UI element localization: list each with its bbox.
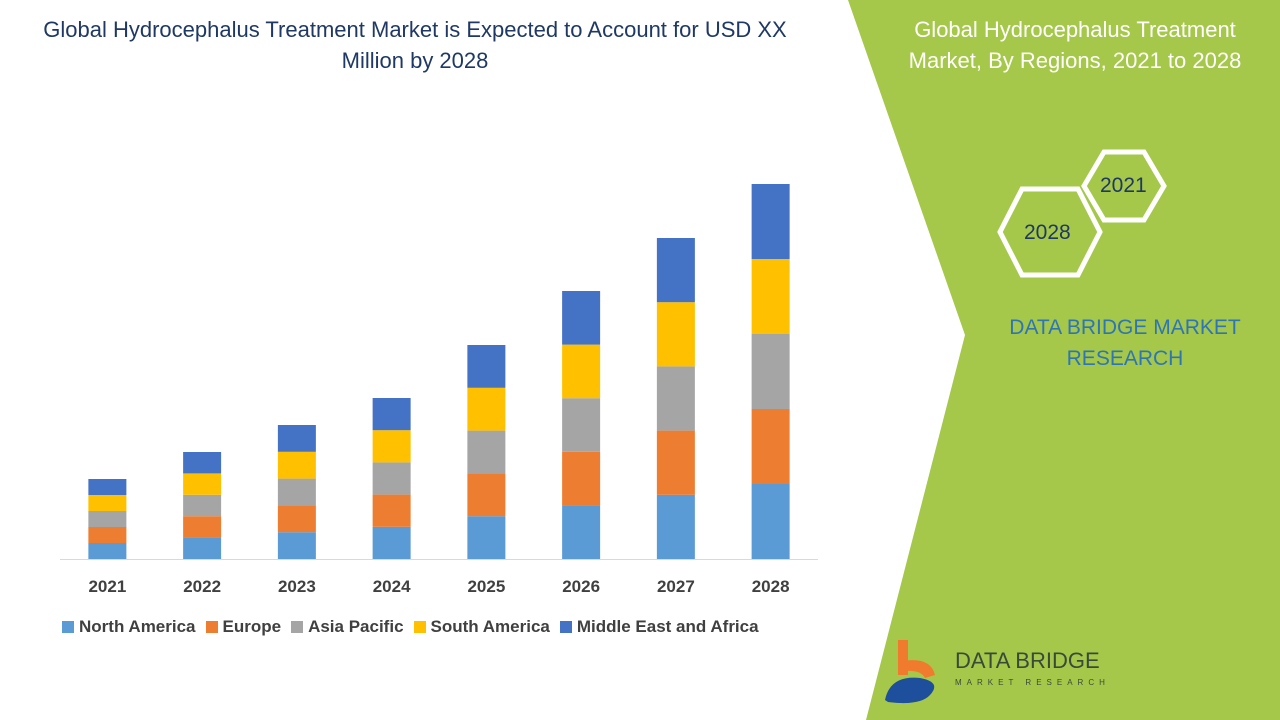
bar-segment-2028-south-america (751, 259, 790, 334)
bar-segment-2026-north-america (562, 505, 601, 559)
bar-segment-2026-south-america (562, 344, 601, 399)
legend-label: Middle East and Africa (576, 617, 759, 636)
bar-segment-2024-asia-pacific (372, 462, 411, 495)
brand-text: DATA BRIDGE MARKET RESEARCH (1009, 316, 1241, 370)
bar-segment-2027-middle-east-and-africa (656, 238, 695, 303)
bar-segment-2027-south-america (656, 302, 695, 367)
hex-label-2028: 2028 (1024, 221, 1071, 244)
bar-segment-2028-north-america (751, 484, 790, 559)
green-panel (848, 0, 1280, 720)
legend-swatch (413, 621, 426, 633)
side-title: Global Hydrocephalus Treatment Market, B… (908, 17, 1242, 73)
bar-segment-2023-middle-east-and-africa (277, 425, 316, 452)
x-tick-label: 2022 (183, 577, 221, 596)
bar-segment-2024-middle-east-and-africa (372, 398, 411, 431)
legend-item: South America (413, 617, 550, 637)
bar-segment-2024-south-america (372, 430, 411, 463)
bar-segment-2021-europe (88, 527, 127, 543)
x-tick-label: 2024 (373, 577, 411, 596)
legend-item: Europe (205, 617, 282, 637)
bar-segment-2024-north-america (372, 526, 411, 559)
bar-segment-2023-south-america (277, 451, 316, 479)
legend-swatch (205, 621, 218, 633)
bar-segment-2024-europe (372, 494, 411, 527)
x-tick-label: 2025 (467, 577, 505, 596)
bar-segment-2027-europe (656, 430, 695, 495)
bar-segment-2025-middle-east-and-africa (467, 345, 506, 388)
legend-item: Asia Pacific (291, 617, 404, 637)
logo-subtext: MARKET RESEARCH (955, 678, 1110, 687)
bar-segment-2025-asia-pacific (467, 430, 506, 474)
bar-segment-2021-middle-east-and-africa (88, 479, 127, 495)
bar-segment-2022-europe (183, 516, 222, 538)
bar-segment-2028-asia-pacific (751, 334, 790, 409)
legend-label: South America (430, 617, 550, 636)
chart-title: Global Hydrocephalus Treatment Market is… (43, 17, 787, 73)
legend-swatch (291, 621, 304, 633)
bar-segment-2022-asia-pacific (183, 494, 222, 517)
bar-segment-2026-asia-pacific (562, 398, 601, 452)
bar-segment-2027-north-america (656, 494, 695, 559)
bar-segment-2022-middle-east-and-africa (183, 452, 222, 474)
legend-label: Asia Pacific (308, 617, 404, 636)
hex-label-2021: 2021 (1100, 174, 1147, 197)
bar-segment-2023-asia-pacific (277, 478, 316, 506)
legend: North America Europe Asia Pacific South Ame… (62, 617, 759, 637)
bar-segment-2028-europe (751, 409, 790, 484)
data-bridge-logo-icon (885, 640, 935, 704)
hexagon-2028 (997, 186, 1103, 278)
bar-segment-2026-europe (562, 451, 601, 506)
bar-segment-2021-south-america (88, 495, 127, 511)
bar-segment-2022-north-america (183, 537, 222, 559)
bar-segment-2025-south-america (467, 387, 506, 431)
bar-segment-2026-middle-east-and-africa (562, 291, 601, 345)
legend-label: Europe (222, 617, 282, 636)
legend-swatch (559, 621, 572, 633)
bar-segment-2027-asia-pacific (656, 366, 695, 431)
bar-segment-2022-south-america (183, 473, 222, 495)
bar-segment-2023-north-america (277, 532, 316, 559)
logo-text: DATA BRIDGE (955, 648, 1100, 673)
legend-label: North America (79, 617, 196, 636)
legend-item: Middle East and Africa (559, 617, 759, 637)
hexagon-2021 (1081, 149, 1167, 223)
x-tick-label: 2026 (562, 577, 600, 596)
bar-segment-2023-europe (277, 505, 316, 533)
x-tick-label: 2021 (88, 577, 126, 596)
x-tick-label: 2027 (657, 577, 695, 596)
legend-item: North America (62, 617, 196, 637)
bar-segment-2021-asia-pacific (88, 511, 127, 527)
x-tick-label: 2028 (752, 577, 790, 596)
bar-segment-2021-north-america (88, 543, 127, 559)
x-tick-label: 2023 (278, 577, 316, 596)
legend-swatch (62, 621, 74, 633)
bar-segment-2025-europe (467, 473, 506, 517)
bar-segment-2028-middle-east-and-africa (751, 184, 790, 259)
bar-segment-2025-north-america (467, 516, 506, 559)
